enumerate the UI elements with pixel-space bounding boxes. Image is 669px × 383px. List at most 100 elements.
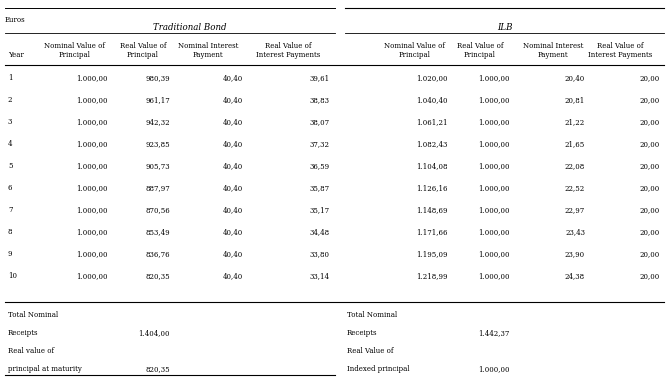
Text: 38,83: 38,83: [310, 96, 330, 104]
Text: Real Value of: Real Value of: [120, 42, 167, 50]
Text: Payment: Payment: [193, 51, 223, 59]
Text: 20,40: 20,40: [565, 74, 585, 82]
Text: 22,08: 22,08: [565, 162, 585, 170]
Text: 20,00: 20,00: [640, 140, 660, 148]
Text: 1.000,00: 1.000,00: [76, 272, 108, 280]
Text: 40,40: 40,40: [223, 206, 243, 214]
Text: 1.000,00: 1.000,00: [76, 162, 108, 170]
Text: 40,40: 40,40: [223, 228, 243, 236]
Text: 34,48: 34,48: [310, 228, 330, 236]
Text: 1.000,00: 1.000,00: [76, 96, 108, 104]
Text: 20,00: 20,00: [640, 272, 660, 280]
Text: 1.040,40: 1.040,40: [417, 96, 448, 104]
Text: 7: 7: [8, 206, 13, 214]
Text: 37,32: 37,32: [310, 140, 330, 148]
Text: 6: 6: [8, 184, 13, 192]
Text: 820,35: 820,35: [145, 272, 170, 280]
Text: 1.020,00: 1.020,00: [417, 74, 448, 82]
Text: 10: 10: [8, 272, 17, 280]
Text: 33,14: 33,14: [310, 272, 330, 280]
Text: 1.000,00: 1.000,00: [478, 206, 510, 214]
Text: 20,00: 20,00: [640, 74, 660, 82]
Text: Nominal Interest: Nominal Interest: [178, 42, 238, 50]
Text: 961,17: 961,17: [145, 96, 170, 104]
Text: 20,81: 20,81: [565, 96, 585, 104]
Text: 1.061,21: 1.061,21: [417, 118, 448, 126]
Text: 8: 8: [8, 228, 13, 236]
Text: 9: 9: [8, 250, 13, 258]
Text: 22,97: 22,97: [565, 206, 585, 214]
Text: 35,17: 35,17: [310, 206, 330, 214]
Text: Real Value of: Real Value of: [265, 42, 311, 50]
Text: 1.000,00: 1.000,00: [478, 140, 510, 148]
Text: Principal: Principal: [127, 51, 159, 59]
Text: Total Nominal: Total Nominal: [8, 311, 58, 319]
Text: Payment: Payment: [538, 51, 568, 59]
Text: 1.000,00: 1.000,00: [76, 184, 108, 192]
Text: 22,52: 22,52: [565, 184, 585, 192]
Text: Real Value of: Real Value of: [347, 347, 393, 355]
Text: 870,56: 870,56: [145, 206, 170, 214]
Text: 1.000,00: 1.000,00: [76, 140, 108, 148]
Text: 1.000,00: 1.000,00: [478, 96, 510, 104]
Text: 1.000,00: 1.000,00: [478, 365, 510, 373]
Text: 33,80: 33,80: [310, 250, 330, 258]
Text: Receipts: Receipts: [347, 329, 377, 337]
Text: 1.000,00: 1.000,00: [478, 118, 510, 126]
Text: 21,65: 21,65: [565, 140, 585, 148]
Text: 40,40: 40,40: [223, 272, 243, 280]
Text: 40,40: 40,40: [223, 74, 243, 82]
Text: 1.171,66: 1.171,66: [417, 228, 448, 236]
Text: 20,00: 20,00: [640, 206, 660, 214]
Text: 40,40: 40,40: [223, 184, 243, 192]
Text: 887,97: 887,97: [145, 184, 170, 192]
Text: Principal: Principal: [399, 51, 431, 59]
Text: 1.218,99: 1.218,99: [417, 272, 448, 280]
Text: 905,73: 905,73: [145, 162, 170, 170]
Text: Real value of: Real value of: [8, 347, 54, 355]
Text: Nominal Value of: Nominal Value of: [385, 42, 446, 50]
Text: 1.404,00: 1.404,00: [138, 329, 170, 337]
Text: 942,32: 942,32: [145, 118, 170, 126]
Text: 40,40: 40,40: [223, 140, 243, 148]
Text: 3: 3: [8, 118, 12, 126]
Text: 40,40: 40,40: [223, 250, 243, 258]
Text: Traditional Bond: Traditional Bond: [153, 23, 227, 33]
Text: 1.000,00: 1.000,00: [478, 162, 510, 170]
Text: 1.000,00: 1.000,00: [478, 250, 510, 258]
Text: 1.000,00: 1.000,00: [76, 118, 108, 126]
Text: 20,00: 20,00: [640, 162, 660, 170]
Text: Principal: Principal: [59, 51, 91, 59]
Text: 21,22: 21,22: [565, 118, 585, 126]
Text: Real Value of: Real Value of: [457, 42, 503, 50]
Text: 1.000,00: 1.000,00: [76, 206, 108, 214]
Text: Year: Year: [8, 51, 24, 59]
Text: 20,00: 20,00: [640, 118, 660, 126]
Text: 1.000,00: 1.000,00: [478, 184, 510, 192]
Text: Interest Payments: Interest Payments: [588, 51, 652, 59]
Text: 1.000,00: 1.000,00: [478, 272, 510, 280]
Text: 20,00: 20,00: [640, 250, 660, 258]
Text: 1.000,00: 1.000,00: [76, 228, 108, 236]
Text: 38,07: 38,07: [310, 118, 330, 126]
Text: 35,87: 35,87: [310, 184, 330, 192]
Text: Principal: Principal: [464, 51, 496, 59]
Text: 23,90: 23,90: [565, 250, 585, 258]
Text: Real Value of: Real Value of: [597, 42, 644, 50]
Text: 40,40: 40,40: [223, 96, 243, 104]
Text: Nominal Interest: Nominal Interest: [522, 42, 583, 50]
Text: 1.000,00: 1.000,00: [478, 74, 510, 82]
Text: Euros: Euros: [5, 16, 25, 24]
Text: 40,40: 40,40: [223, 118, 243, 126]
Text: 1.148,69: 1.148,69: [417, 206, 448, 214]
Text: 20,00: 20,00: [640, 228, 660, 236]
Text: principal at maturity: principal at maturity: [8, 365, 82, 373]
Text: 980,39: 980,39: [145, 74, 170, 82]
Text: Interest Payments: Interest Payments: [256, 51, 320, 59]
Text: 1.000,00: 1.000,00: [76, 250, 108, 258]
Text: Receipts: Receipts: [8, 329, 39, 337]
Text: Indexed principal: Indexed principal: [347, 365, 409, 373]
Text: 1.000,00: 1.000,00: [478, 228, 510, 236]
Text: 1.195,09: 1.195,09: [417, 250, 448, 258]
Text: 20,00: 20,00: [640, 96, 660, 104]
